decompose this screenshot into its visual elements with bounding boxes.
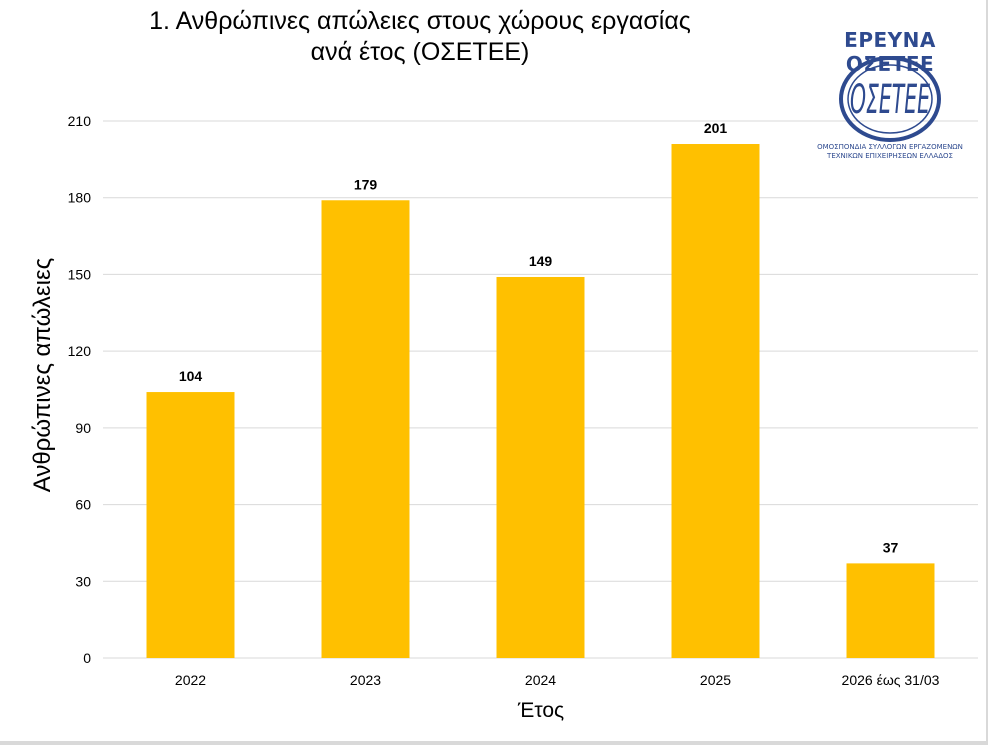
- data-label: 104: [179, 368, 203, 384]
- logo-heading: ΕΡΕΥΝΑ ΟΣΕΤΕΕ: [844, 28, 936, 76]
- bar-2022: [146, 392, 235, 658]
- y-tick-label: 180: [68, 190, 92, 206]
- data-labels: 104 179 149 201 37: [179, 120, 899, 555]
- y-axis-label: Ανθρώπινες απώλειες: [29, 258, 56, 492]
- bar-2024: [496, 276, 585, 658]
- y-tick-label: 90: [75, 420, 91, 436]
- y-tick-label: 150: [68, 266, 92, 282]
- y-tick-label: 0: [83, 650, 91, 666]
- logo-caption-line-2: ΤΕΧΝΙΚΩΝ ΕΠΙΧΕΙΡΗΣΕΩΝ ΕΛΛΑΔΟΣ: [827, 152, 953, 160]
- data-label: 37: [883, 539, 899, 555]
- x-tick-label: 2023: [350, 672, 381, 688]
- bar-2023: [321, 200, 410, 658]
- svg-text:ΟΣΕΤΕΕ: ΟΣΕΤΕΕ: [850, 77, 930, 123]
- chart-title-line-2: ανά έτος (ΟΣΕΤΕΕ): [310, 38, 530, 66]
- logo-caption: ΟΜΟΣΠΟΝΔΙΑ ΣΥΛΛΟΓΩΝ ΕΡΓΑΖΟΜΕΝΩΝ ΤΕΧΝΙΚΩΝ…: [800, 143, 980, 161]
- osetee-emblem-icon: ΟΣΕΤΕΕ: [839, 56, 941, 142]
- bar-2025: [671, 144, 760, 658]
- data-label: 179: [354, 176, 378, 192]
- data-label: 149: [529, 253, 553, 269]
- y-tick-label: 120: [68, 343, 92, 359]
- data-label: 201: [704, 120, 728, 136]
- chart-title: 1. Ανθρώπινες απώλειες στους χώρους εργα…: [60, 6, 780, 68]
- y-tick-label: 60: [75, 497, 91, 513]
- x-axis-label: Έτος: [517, 699, 564, 722]
- y-tick-label: 30: [75, 573, 91, 589]
- logo-caption-line-1: ΟΜΟΣΠΟΝΔΙΑ ΣΥΛΛΟΓΩΝ ΕΡΓΑΖΟΜΕΝΩΝ: [817, 143, 963, 151]
- x-tick-label: 2022: [175, 672, 206, 688]
- x-tick-label: 2024: [525, 672, 556, 688]
- x-tick-label: 2025: [700, 672, 731, 688]
- bars: [146, 144, 935, 658]
- chart-title-line-1: 1. Ανθρώπινες απώλειες στους χώρους εργα…: [149, 7, 691, 35]
- x-axis-ticks: 2022 2023 2024 2025 2026 έως 31/03: [175, 672, 940, 688]
- bar-2026: [846, 563, 935, 658]
- y-tick-label: 210: [68, 113, 92, 129]
- x-tick-label: 2026 έως 31/03: [842, 672, 940, 688]
- y-axis-ticks: 0 30 60 90 120 150 180 210: [68, 113, 92, 666]
- osetee-logo: ΕΡΕΥΝΑ ΟΣΕΤΕΕ ΟΣΕΤΕΕ ΟΜΟΣΠΟΝΔΙΑ ΣΥΛΛΟΓΩΝ…: [800, 22, 980, 172]
